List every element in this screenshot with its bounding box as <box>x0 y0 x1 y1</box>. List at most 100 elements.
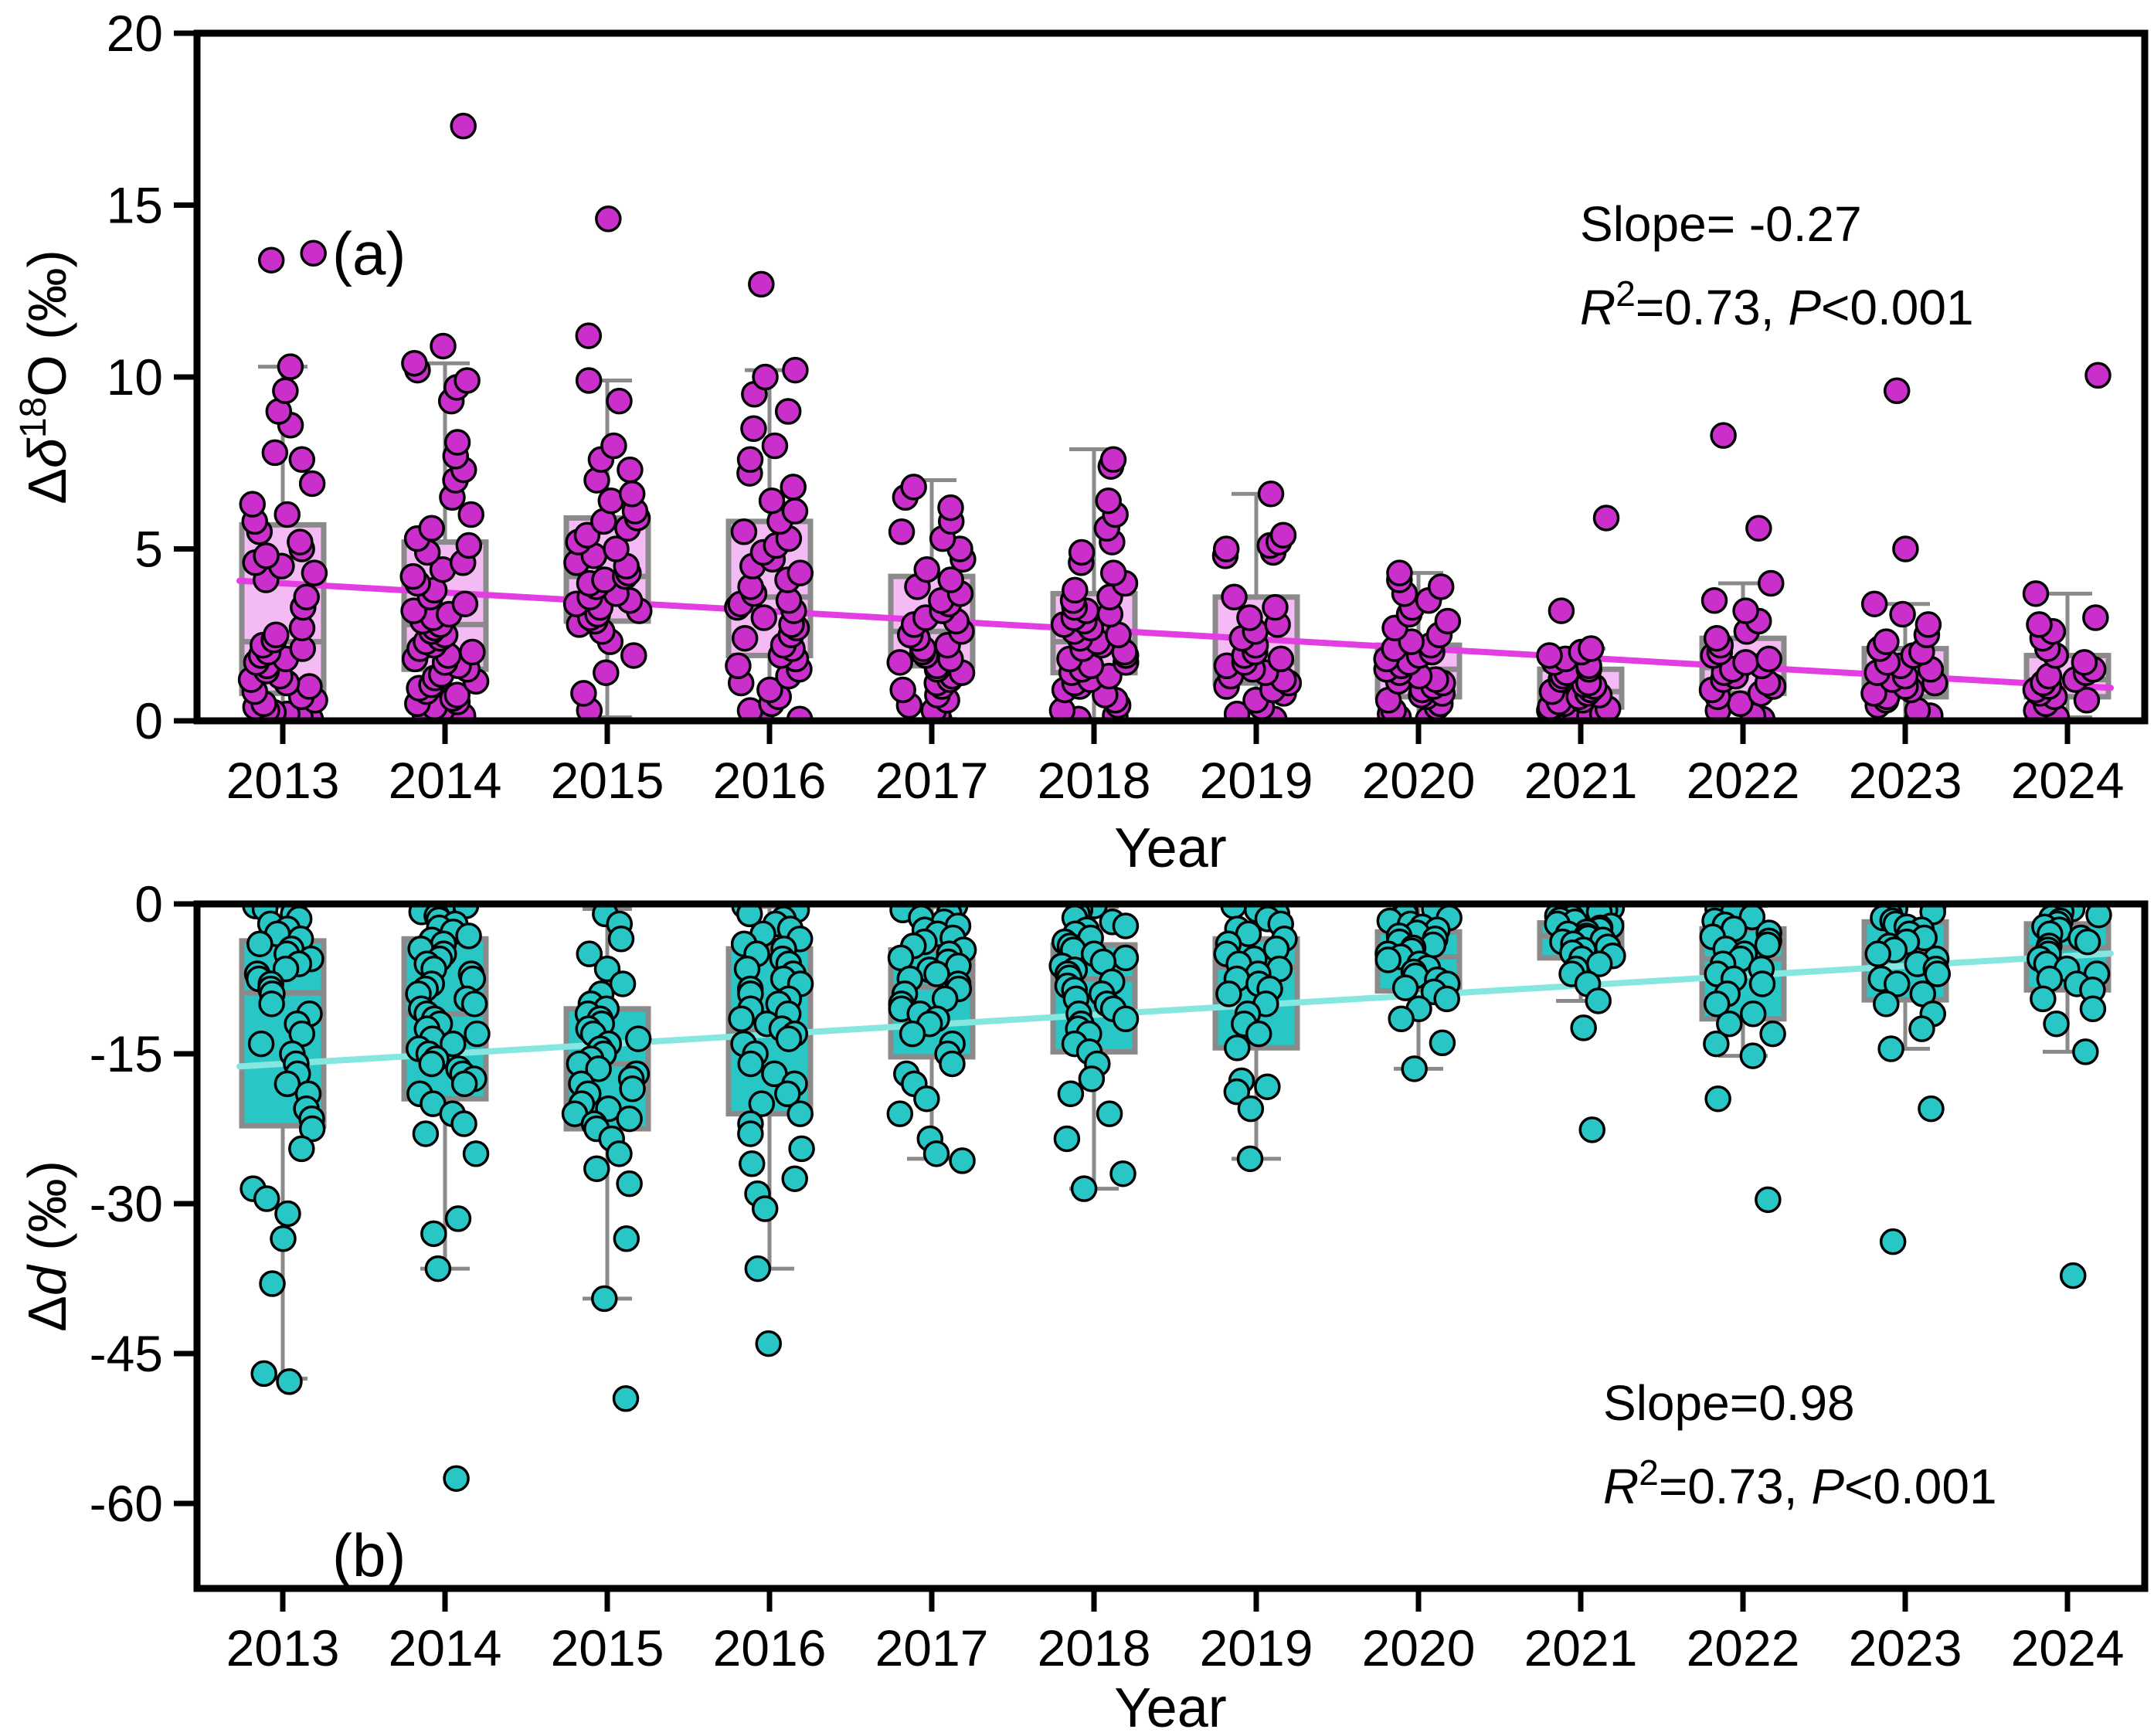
panel-a-frame <box>193 29 2149 725</box>
y-tick-label: 15 <box>107 177 163 234</box>
data-point <box>781 498 809 525</box>
panel-a-x-axis-title: Year <box>1114 817 1226 879</box>
x-tick-label: 2015 <box>551 1619 664 1677</box>
data-point <box>593 659 620 686</box>
trend-line <box>236 950 2114 1070</box>
data-point <box>787 559 814 586</box>
data-point <box>1570 1014 1597 1041</box>
data-point <box>889 676 916 704</box>
data-point <box>1429 1029 1456 1057</box>
data-point <box>781 1165 808 1192</box>
data-point <box>1070 1175 1098 1202</box>
data-point <box>1732 597 1759 624</box>
data-point <box>276 1368 303 1395</box>
data-point <box>618 481 646 508</box>
data-point <box>1391 974 1419 1001</box>
data-point <box>591 1285 618 1313</box>
data-point <box>443 429 471 456</box>
data-point <box>748 1090 776 1117</box>
panel-a-plot-area <box>236 112 2114 721</box>
data-point <box>418 1050 446 1078</box>
data-point <box>1254 1073 1281 1100</box>
x-tick-label: 2023 <box>1849 1619 1962 1677</box>
data-point <box>1388 1005 1415 1032</box>
data-point <box>1892 535 1919 562</box>
data-point <box>1223 1078 1251 1106</box>
data-point <box>1053 1125 1081 1153</box>
data-point <box>2022 580 2050 607</box>
data-point <box>751 1195 779 1222</box>
panel-a-letter: (a) <box>332 219 406 287</box>
data-point <box>412 1120 440 1147</box>
data-point <box>1918 1095 1945 1123</box>
data-point <box>774 1080 801 1108</box>
data-point <box>273 1070 301 1098</box>
data-point <box>443 1465 470 1492</box>
data-point <box>1212 535 1240 562</box>
data-point <box>1703 990 1731 1017</box>
data-point <box>900 474 927 501</box>
data-point <box>1755 645 1782 673</box>
data-point <box>922 1140 950 1167</box>
data-point <box>600 432 627 460</box>
panel-b-axes: 0 -15 -30 -45 -60 2013 2014 2015 2016 2017 2018 201… <box>90 875 2125 1677</box>
data-point <box>2026 611 2053 638</box>
data-point <box>775 1025 803 1052</box>
panel-b-plot-area <box>236 904 2114 1492</box>
data-point <box>1710 422 1737 449</box>
y-tick-label: 0 <box>134 692 163 749</box>
data-point <box>575 322 603 349</box>
data-point <box>2074 928 2101 956</box>
data-point <box>1223 700 1251 721</box>
data-point <box>1914 611 1942 638</box>
x-tick-label: 2014 <box>389 752 502 809</box>
data-point <box>259 1270 286 1297</box>
data-point <box>1099 559 1127 586</box>
data-point <box>298 1115 326 1143</box>
data-point <box>1236 604 1263 631</box>
x-tick-label: 2018 <box>1038 752 1151 809</box>
panel-b-letter: (b) <box>332 1521 406 1589</box>
data-point <box>1374 946 1401 973</box>
data-point <box>1755 1186 1782 1214</box>
data-point <box>616 1170 643 1198</box>
data-point <box>1068 538 1096 566</box>
data-point <box>1427 573 1455 600</box>
data-point <box>1548 597 1575 624</box>
data-point <box>257 246 285 273</box>
x-tick-label: 2013 <box>226 752 340 809</box>
data-point <box>1224 1034 1251 1062</box>
data-point <box>1592 504 1620 532</box>
data-point <box>1754 931 1782 959</box>
data-point <box>1884 970 1911 997</box>
data-point <box>2072 1038 2099 1065</box>
data-point <box>1215 980 1242 1007</box>
data-point <box>1433 985 1460 1013</box>
x-tick-label: 2019 <box>1200 1619 1313 1677</box>
data-point <box>399 562 426 590</box>
data-point <box>730 518 758 545</box>
data-point <box>250 1360 277 1388</box>
x-tick-label: 2024 <box>2011 752 2125 809</box>
data-point <box>949 1147 976 1174</box>
data-point <box>263 621 290 648</box>
data-point <box>274 1200 301 1228</box>
panel-a-slope-annotation: Slope= -0.27 <box>1580 196 1862 252</box>
data-point <box>444 1205 472 1232</box>
data-point <box>748 270 775 298</box>
y-tick-label: -45 <box>90 1325 163 1382</box>
data-point <box>1759 1020 1786 1048</box>
data-point <box>1236 1145 1264 1173</box>
x-tick-label: 2016 <box>713 1619 827 1677</box>
data-point <box>1257 481 1285 508</box>
data-point <box>1109 1160 1136 1187</box>
data-point <box>450 1070 478 1098</box>
data-point <box>2030 985 2057 1013</box>
data-point <box>1716 1010 1743 1038</box>
data-point <box>2043 1010 2070 1038</box>
x-tick-label: 2017 <box>875 1619 989 1677</box>
data-point <box>886 1100 914 1127</box>
data-point <box>288 446 316 474</box>
